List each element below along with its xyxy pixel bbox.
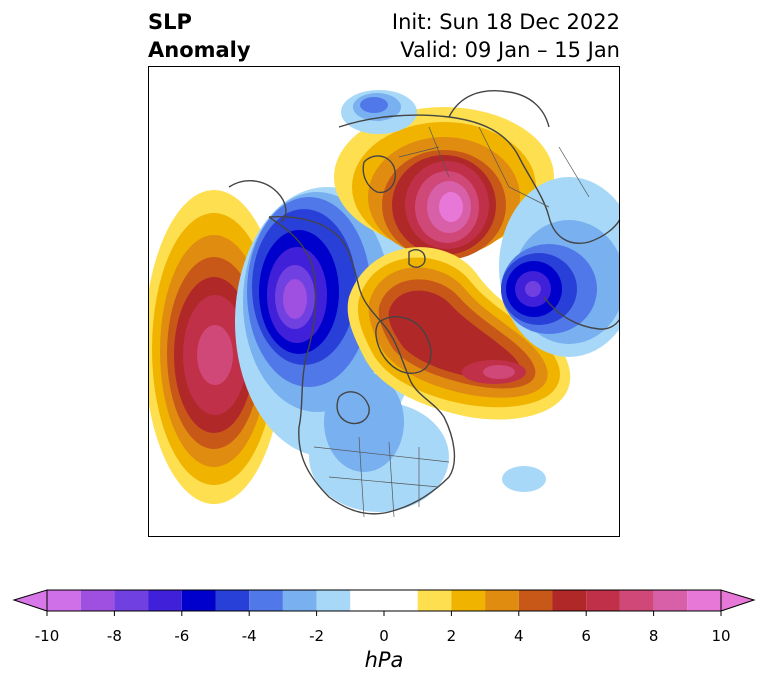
colorbar-tick-label: -6 bbox=[174, 627, 190, 645]
colorbar-bin bbox=[114, 590, 149, 611]
colorbar-tick-label: 2 bbox=[446, 627, 457, 645]
valid-range: Valid: 09 Jan – 15 Jan bbox=[400, 38, 620, 62]
colorbar-tick-label: 6 bbox=[581, 627, 591, 645]
colorbar: -10 -8 -6 -4 -2 0 2 4 6 8 10 hPa bbox=[0, 580, 768, 686]
slp-anomaly-map bbox=[149, 90, 619, 518]
colorbar-tick-label: 8 bbox=[648, 627, 659, 645]
arctic-siberian-high bbox=[334, 107, 554, 260]
map-title: SLP Anomaly bbox=[148, 8, 251, 64]
colorbar-label: hPa bbox=[364, 648, 404, 672]
title-line-slp: SLP bbox=[148, 10, 192, 34]
colorbar-bin bbox=[249, 590, 283, 611]
greenland-atlantic-high bbox=[347, 247, 571, 420]
colorbar-bin bbox=[687, 590, 721, 611]
colorbar-bin bbox=[417, 590, 452, 611]
europe-low bbox=[341, 90, 417, 134]
colorbar-bin bbox=[586, 590, 620, 611]
colorbar-bin bbox=[215, 590, 250, 611]
colorbar-bin bbox=[316, 590, 351, 611]
date-info: Init: Sun 18 Dec 2022 Valid: 09 Jan – 15… bbox=[392, 8, 620, 64]
colorbar-bin bbox=[47, 590, 81, 611]
colorbar-bin bbox=[518, 590, 553, 611]
colorbar-tick-label: 4 bbox=[514, 627, 524, 645]
colorbar-over-arrow bbox=[720, 589, 756, 612]
borders bbox=[313, 126, 590, 518]
colorbar-bin bbox=[451, 590, 486, 611]
colorbar-bin bbox=[181, 590, 216, 611]
atlantic-small-low bbox=[502, 466, 546, 492]
colorbar-bin bbox=[350, 590, 418, 611]
colorbar-under-arrow bbox=[12, 589, 48, 612]
colorbar-scale bbox=[12, 589, 756, 616]
colorbar-tick-label: -10 bbox=[34, 627, 60, 645]
colorbar-tick-label: 10 bbox=[711, 627, 731, 645]
init-date: Init: Sun 18 Dec 2022 bbox=[391, 10, 620, 34]
colorbar-tick-label: 0 bbox=[379, 627, 389, 645]
colorbar-bin bbox=[619, 590, 654, 611]
siberia-low bbox=[499, 177, 619, 357]
colorbar-tick-label: -4 bbox=[241, 627, 257, 645]
colorbar-bin bbox=[552, 590, 587, 611]
colorbar-bin bbox=[653, 590, 688, 611]
map-panel bbox=[148, 66, 620, 537]
colorbar-bin bbox=[148, 590, 182, 611]
coastlines bbox=[228, 90, 619, 515]
colorbar-bin bbox=[282, 590, 317, 611]
colorbar-frame bbox=[46, 589, 722, 612]
colorbar-bin bbox=[485, 590, 519, 611]
title-line-anomaly: Anomaly bbox=[148, 38, 251, 62]
colorbar-bin bbox=[80, 590, 115, 611]
colorbar-tick-label: -8 bbox=[106, 627, 122, 645]
colorbar-tick-label: -2 bbox=[309, 627, 325, 645]
